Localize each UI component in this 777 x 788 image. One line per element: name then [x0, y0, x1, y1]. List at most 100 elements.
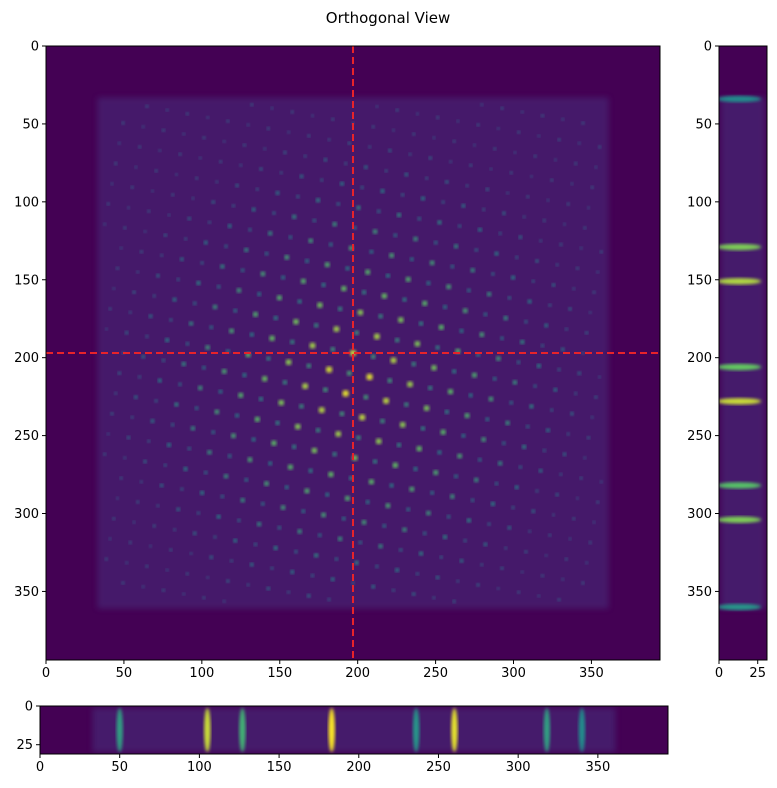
lattice-spot [301, 509, 306, 514]
lattice-spot [442, 534, 447, 540]
lattice-spot [396, 212, 402, 218]
lattice-spot [328, 471, 334, 478]
lattice-spot [282, 380, 288, 385]
lattice-spot [198, 385, 203, 391]
lattice-spot [554, 158, 557, 162]
lattice-spot [405, 276, 411, 282]
lattice-spot [207, 450, 212, 455]
lattice-spot [369, 249, 374, 254]
lattice-spot [396, 442, 402, 448]
lattice-spot [272, 211, 276, 215]
lattice-spot [307, 134, 311, 138]
lattice-spot [165, 568, 169, 572]
lattice-spot [471, 372, 477, 378]
lattice-spot [175, 173, 178, 176]
lattice-spot [528, 530, 532, 533]
lattice-spot [219, 160, 223, 164]
lattice-spot [268, 231, 273, 236]
lattice-spot [320, 178, 324, 182]
lattice-spot [428, 385, 433, 391]
lattice-spot [588, 541, 592, 545]
lattice-spot [533, 384, 537, 388]
lattice-spot [185, 342, 190, 346]
lattice-spot [239, 163, 243, 167]
lattice-spot [156, 273, 160, 278]
lattice-spot [356, 205, 361, 210]
lattice-spot [468, 393, 473, 398]
lattice-spot [563, 222, 566, 226]
lattice-spot [290, 110, 294, 114]
lattice-spot [438, 324, 444, 330]
lattice-spot [299, 174, 304, 179]
lattice-spot [393, 233, 398, 238]
lattice-spot [425, 176, 429, 180]
x-tick-label: 0 [42, 666, 50, 681]
lattice-spot [406, 507, 410, 512]
lattice-spot [220, 494, 225, 499]
lattice-spot [184, 237, 188, 241]
lattice-spot [401, 193, 405, 197]
main-crosshair [46, 46, 660, 660]
lattice-spot [221, 368, 227, 374]
lattice-spot [311, 114, 314, 117]
lattice-spot [230, 559, 234, 563]
lattice-spot [139, 480, 143, 484]
y-tick-label: 0 [25, 700, 33, 715]
lattice-spot [187, 217, 191, 221]
lattice-spot [469, 163, 473, 167]
lattice-spot [483, 312, 488, 317]
lattice-spot [423, 531, 427, 536]
lattice-spot [388, 149, 392, 153]
lattice-spot [458, 224, 462, 228]
lattice-spot [329, 242, 333, 247]
side-band [719, 482, 762, 489]
lattice-spot [590, 416, 594, 419]
lattice-spot [160, 254, 164, 257]
lattice-spot [108, 537, 112, 541]
lattice-spot [121, 121, 125, 125]
lattice-spot [430, 491, 434, 495]
lattice-spot [456, 119, 460, 123]
side-band [719, 603, 762, 611]
lattice-spot [152, 524, 156, 528]
lattice-spot [581, 121, 585, 125]
lattice-spot [130, 185, 134, 189]
x-tick-label: 0 [715, 666, 723, 681]
lattice-spot [202, 365, 206, 370]
lattice-spot [583, 456, 587, 460]
lattice-spot [592, 290, 596, 294]
lattice-spot [515, 255, 519, 259]
lattice-spot [476, 583, 480, 587]
lattice-spot [522, 215, 526, 219]
lattice-spot [344, 495, 350, 501]
lattice-spot [114, 392, 118, 395]
y-tick-label: 0 [704, 40, 712, 55]
lattice-spot [520, 570, 524, 574]
lattice-spot [498, 461, 503, 466]
y-tick-label: 50 [695, 117, 712, 132]
lattice-spot [260, 271, 266, 277]
lattice-spot [478, 227, 482, 232]
lattice-spot [169, 548, 173, 552]
lattice-spot [134, 165, 138, 169]
x-tick-label: 25 [749, 666, 766, 681]
lattice-spot [165, 108, 169, 112]
lattice-spot [535, 489, 539, 493]
lattice-spot [380, 189, 385, 194]
lattice-spot [190, 426, 196, 431]
lattice-spot [413, 236, 418, 242]
lattice-spot [224, 244, 228, 248]
lattice-spot [599, 250, 603, 254]
lattice-spot [470, 498, 475, 502]
lattice-spot [304, 488, 310, 494]
lattice-spot [309, 342, 316, 349]
lattice-spot [229, 328, 234, 334]
lattice-spot [380, 418, 385, 424]
lattice-spot [411, 361, 416, 367]
lattice-spot [562, 452, 567, 456]
lattice-spot [370, 354, 376, 359]
lattice-spot [363, 394, 369, 400]
lattice-spot [235, 413, 239, 418]
lattice-spot [209, 555, 213, 559]
